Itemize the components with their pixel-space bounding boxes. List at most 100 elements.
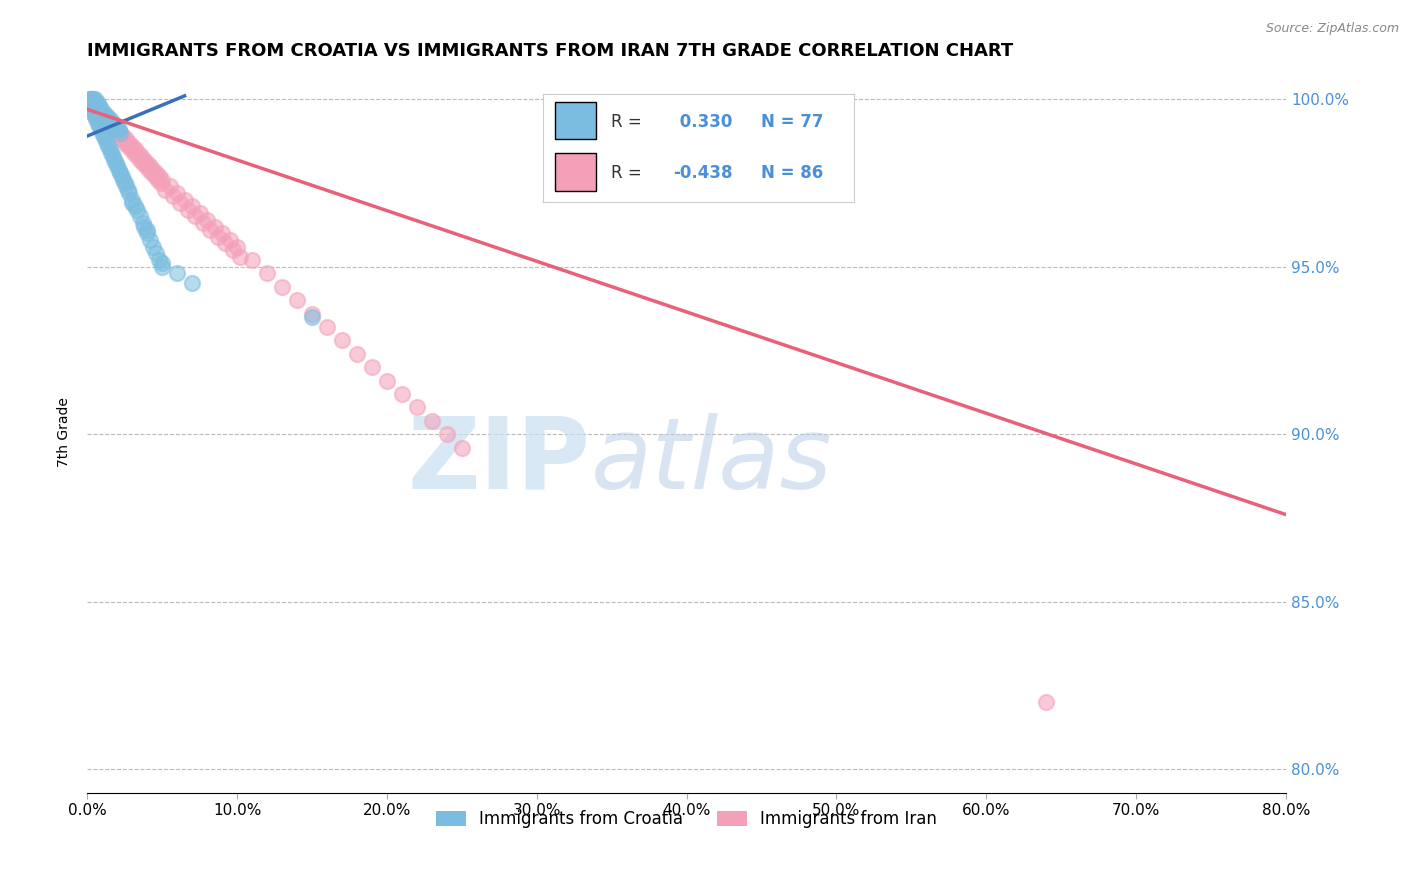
- Point: [86, 95, 108, 110]
- Text: ZIP: ZIP: [408, 413, 591, 510]
- Point: [103, 119, 125, 133]
- Point: [82, 95, 104, 110]
- Point: [89, 105, 111, 120]
- Point: [84, 112, 107, 127]
- Point: [91, 126, 114, 140]
- Point: [82, 105, 104, 120]
- Point: [97, 112, 120, 127]
- Point: [162, 189, 184, 203]
- Point: [91, 105, 114, 120]
- Point: [150, 260, 173, 274]
- Point: [112, 172, 135, 186]
- Point: [139, 233, 162, 247]
- Point: [83, 103, 105, 117]
- Point: [346, 347, 368, 361]
- Point: [405, 401, 427, 415]
- Point: [94, 132, 117, 146]
- Point: [132, 153, 155, 167]
- Point: [80, 92, 103, 106]
- Point: [97, 139, 120, 153]
- Point: [124, 199, 146, 213]
- Point: [136, 156, 159, 170]
- Point: [108, 126, 131, 140]
- Point: [360, 360, 382, 375]
- Point: [127, 145, 149, 160]
- Point: [86, 116, 108, 130]
- Point: [98, 112, 121, 127]
- Point: [93, 112, 115, 127]
- Point: [100, 116, 122, 130]
- Point: [77, 92, 100, 106]
- Point: [169, 196, 191, 211]
- Point: [115, 132, 138, 146]
- Point: [188, 206, 211, 220]
- Point: [107, 122, 129, 136]
- Text: Source: ZipAtlas.com: Source: ZipAtlas.com: [1265, 22, 1399, 36]
- Point: [136, 223, 159, 237]
- Point: [166, 186, 188, 200]
- Point: [90, 103, 112, 117]
- Point: [104, 119, 127, 133]
- Point: [89, 99, 111, 113]
- Point: [90, 109, 112, 123]
- Point: [93, 129, 115, 144]
- Point: [153, 183, 176, 197]
- Point: [118, 186, 141, 200]
- Point: [79, 99, 101, 113]
- Point: [195, 212, 218, 227]
- Point: [271, 280, 294, 294]
- Point: [115, 179, 138, 194]
- Point: [86, 99, 108, 113]
- Point: [391, 387, 413, 401]
- Point: [77, 95, 100, 110]
- Point: [110, 132, 132, 146]
- Legend: Immigrants from Croatia, Immigrants from Iran: Immigrants from Croatia, Immigrants from…: [429, 804, 943, 835]
- Point: [98, 143, 121, 157]
- Point: [211, 226, 233, 240]
- Y-axis label: 7th Grade: 7th Grade: [58, 398, 72, 467]
- Point: [105, 159, 128, 173]
- Point: [146, 172, 169, 186]
- Point: [141, 166, 163, 180]
- Point: [96, 136, 118, 150]
- Point: [207, 229, 229, 244]
- Point: [117, 139, 139, 153]
- Point: [218, 233, 240, 247]
- Point: [89, 119, 111, 133]
- Point: [104, 126, 127, 140]
- Point: [1035, 695, 1057, 709]
- Point: [107, 129, 129, 144]
- Point: [96, 116, 118, 130]
- Point: [82, 99, 104, 113]
- Point: [145, 166, 167, 180]
- Point: [125, 202, 148, 217]
- Point: [89, 103, 111, 117]
- Point: [229, 250, 252, 264]
- Point: [100, 145, 122, 160]
- Point: [142, 239, 165, 253]
- Point: [96, 109, 118, 123]
- Point: [83, 95, 105, 110]
- Point: [104, 156, 127, 170]
- Point: [103, 119, 125, 133]
- Point: [80, 103, 103, 117]
- Point: [124, 143, 146, 157]
- Point: [181, 199, 204, 213]
- Point: [80, 103, 103, 117]
- Point: [107, 162, 129, 177]
- Point: [128, 153, 150, 167]
- Point: [173, 193, 195, 207]
- Text: IMMIGRANTS FROM CROATIA VS IMMIGRANTS FROM IRAN 7TH GRADE CORRELATION CHART: IMMIGRANTS FROM CROATIA VS IMMIGRANTS FR…: [87, 42, 1014, 60]
- Point: [436, 427, 458, 442]
- Point: [420, 414, 443, 428]
- Point: [181, 277, 204, 291]
- Point: [101, 149, 124, 163]
- Point: [121, 139, 143, 153]
- Point: [150, 172, 173, 186]
- Point: [142, 162, 165, 177]
- Point: [114, 176, 136, 190]
- Point: [91, 105, 114, 120]
- Point: [98, 119, 121, 133]
- Point: [80, 99, 103, 113]
- Point: [148, 253, 170, 268]
